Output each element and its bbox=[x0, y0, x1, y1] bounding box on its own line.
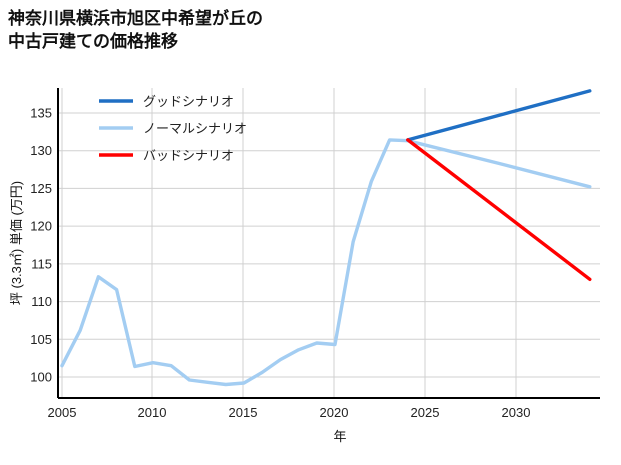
chart-legend: グッドシナリオ ノーマルシナリオ バッドシナリオ bbox=[99, 94, 247, 163]
x-tick-label: 2010 bbox=[138, 405, 167, 420]
x-tick-label: 2005 bbox=[48, 405, 77, 420]
series-good bbox=[406, 89, 592, 142]
x-axis-title: 年 bbox=[333, 429, 346, 444]
legend-label-bad: バッドシナリオ bbox=[143, 148, 234, 163]
y-tick-label: 125 bbox=[30, 181, 52, 196]
x-tick-label: 2015 bbox=[229, 405, 258, 420]
x-gridlines bbox=[61, 88, 517, 398]
y-gridlines bbox=[58, 112, 600, 378]
series-bad bbox=[406, 138, 592, 281]
x-tick-label: 2030 bbox=[502, 405, 531, 420]
y-axis-title: 坪 (3.3㎡) 単価 (万円) bbox=[9, 181, 24, 305]
y-tick-label: 130 bbox=[30, 143, 52, 158]
legend-item-normal[interactable]: ノーマルシナリオ bbox=[99, 121, 247, 136]
x-tick-label: 2025 bbox=[411, 405, 440, 420]
legend-item-good[interactable]: グッドシナリオ bbox=[99, 94, 234, 109]
y-tick-label: 115 bbox=[31, 256, 52, 271]
series-normal bbox=[60, 138, 592, 387]
x-tick-labels: 2005 2010 2015 2020 2025 2030 bbox=[48, 405, 531, 420]
y-tick-label: 100 bbox=[30, 370, 52, 385]
y-tick-label: 135 bbox=[30, 106, 52, 121]
x-tick-label: 2020 bbox=[320, 405, 349, 420]
y-tick-label: 110 bbox=[31, 294, 52, 309]
y-tick-label: 105 bbox=[30, 332, 52, 347]
y-tick-label: 120 bbox=[30, 219, 52, 234]
legend-item-bad[interactable]: バッドシナリオ bbox=[99, 148, 234, 163]
legend-label-normal: ノーマルシナリオ bbox=[143, 121, 247, 136]
legend-label-good: グッドシナリオ bbox=[143, 94, 234, 109]
axis-spines bbox=[57, 88, 600, 399]
y-tick-labels: 100 105 110 115 120 125 130 135 bbox=[30, 106, 52, 385]
chart-title: 神奈川県横浜市旭区中希望が丘の 中古戸建ての価格推移 bbox=[8, 9, 263, 51]
